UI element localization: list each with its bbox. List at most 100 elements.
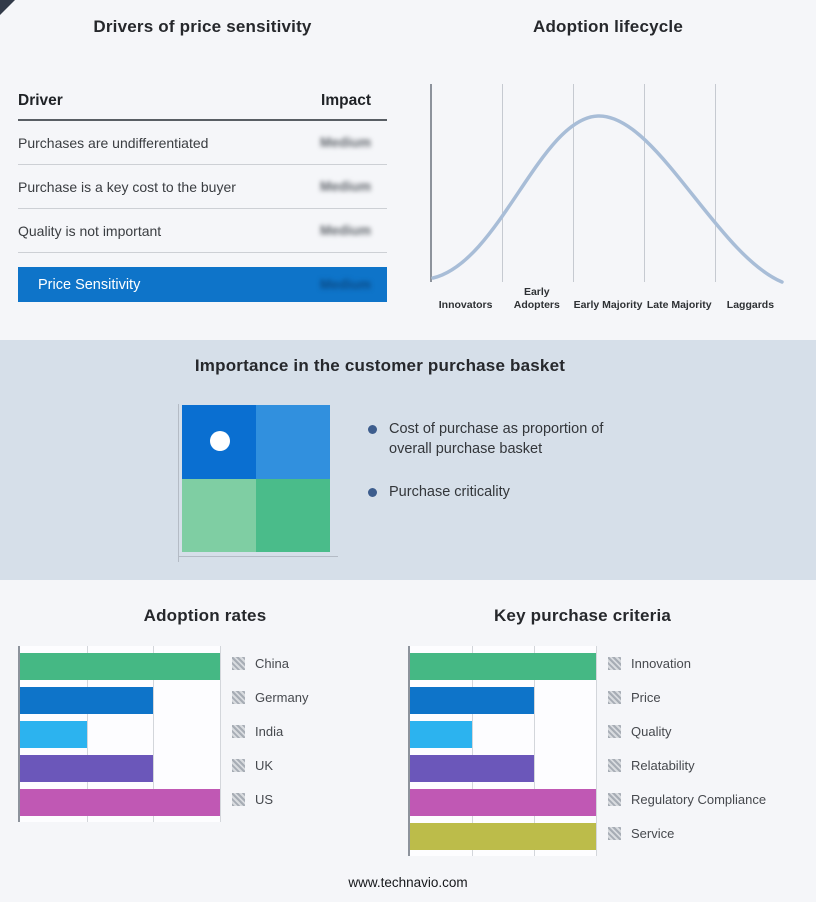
basket-bullet-list: Cost of purchase as proportion of overal… <box>368 420 648 527</box>
drivers-table-rows: Purchases are undifferentiated Medium Purc… <box>18 121 387 253</box>
bar-row <box>410 819 596 853</box>
gridline <box>220 646 221 822</box>
legend-label: Quality <box>631 723 672 739</box>
driver-name: Purchases are undifferentiated <box>18 134 209 151</box>
stage-label: Early Adopters <box>513 286 560 311</box>
legend-swatch <box>608 758 621 772</box>
legend-item: UK <box>232 748 308 782</box>
stage-label: Innovators <box>438 298 493 311</box>
bar-price <box>410 686 534 714</box>
driver-row: Purchases are undifferentiated Medium <box>18 121 387 165</box>
bar-service <box>410 822 596 850</box>
legend-item: India <box>232 714 308 748</box>
gridline <box>472 646 473 856</box>
footer-url: www.technavio.com <box>348 875 468 890</box>
driver-column-header: Driver <box>18 92 63 109</box>
bar-regulatory-compliance <box>410 788 596 816</box>
bar-uk <box>20 754 154 782</box>
basket-band <box>0 340 816 580</box>
lifecycle-gridline-column <box>573 84 644 282</box>
quadrant-y-axis <box>178 404 179 562</box>
legend-label: Relatability <box>631 757 695 773</box>
bar-us <box>20 788 220 816</box>
bar-row <box>20 785 220 819</box>
impact-value-redacted: Medium <box>319 135 371 150</box>
purchase-criteria-title: Key purchase criteria <box>493 606 672 625</box>
legend-swatch <box>232 656 245 670</box>
impact-value-redacted: Medium <box>319 179 371 194</box>
gridline <box>596 646 597 856</box>
gridline <box>86 646 88 822</box>
stage-label: Early Majority <box>573 298 643 311</box>
bar-row <box>410 683 596 717</box>
legend-item: US <box>232 782 308 816</box>
bar-row <box>20 717 220 751</box>
legend-swatch <box>608 724 621 738</box>
drivers-table: Driver Impact Purchases are undifferenti… <box>18 88 387 302</box>
bullet-icon <box>368 488 377 498</box>
legend-item: Relatability <box>608 748 766 782</box>
price-sensitivity-label: Price Sensitivity <box>38 276 141 293</box>
legend-item: Innovation <box>608 646 766 680</box>
bar-relatability <box>410 754 534 782</box>
legend-label: US <box>255 791 274 807</box>
driver-row: Quality is not important Medium <box>18 209 387 253</box>
bullet-icon <box>368 425 377 434</box>
legend-label: Regulatory Compliance <box>631 791 767 807</box>
gridline <box>534 646 535 856</box>
legend-label: Service <box>631 825 675 841</box>
bar-row <box>20 649 220 683</box>
legend-swatch <box>232 690 245 704</box>
bar-row <box>410 717 596 751</box>
bar-india <box>20 720 87 748</box>
legend-label: China <box>255 655 289 671</box>
legend-swatch <box>232 724 245 738</box>
legend-swatch <box>608 826 621 840</box>
purchase-basket-quadrant <box>182 405 330 552</box>
lifecycle-stage-labels: Innovators Early Adopters Early Majority La… <box>430 284 786 311</box>
bar-row <box>410 785 596 819</box>
bar-innovation <box>410 652 596 680</box>
driver-name: Purchase is a key cost to the buyer <box>18 178 236 195</box>
gridline <box>153 646 155 822</box>
bullet-text: Purchase criticality <box>389 484 510 501</box>
purchase-criteria-plot <box>408 646 597 856</box>
corner-fold-decoration <box>0 0 15 15</box>
quadrant-bottom-right <box>256 478 330 552</box>
basket-panel-title: Importance in the customer purchase bask… <box>194 356 566 375</box>
legend-label: India <box>255 723 284 739</box>
lifecycle-gridline-column <box>502 84 573 282</box>
adoption-rates-plot <box>18 646 221 822</box>
legend-swatch <box>608 690 621 704</box>
legend-label: Price <box>631 689 661 705</box>
legend-swatch <box>608 792 621 806</box>
quadrant-bottom-left <box>182 478 256 552</box>
price-sensitivity-impact-redacted: Medium <box>319 277 371 292</box>
lifecycle-plot-area <box>430 84 786 284</box>
bar-china <box>20 652 220 680</box>
bell-curve-path <box>431 114 784 284</box>
adoption-rates-legend: China Germany India UK US <box>232 646 308 816</box>
lifecycle-gridline-column <box>715 84 786 282</box>
driver-row: Purchase is a key cost to the buyer Mediu… <box>18 165 387 209</box>
impact-value-redacted: Medium <box>319 223 371 238</box>
bar-row <box>410 649 596 683</box>
bullet-item: Purchase criticality <box>368 483 648 503</box>
legend-label: UK <box>255 757 274 773</box>
lifecycle-panel-title: Adoption lifecycle <box>532 17 683 36</box>
legend-label: Germany <box>255 689 309 705</box>
purchase-criteria-legend: Innovation Price Quality Relatability Regula… <box>608 646 766 850</box>
bar-quality <box>410 720 472 748</box>
price-sensitivity-row: Price Sensitivity Medium <box>18 267 387 302</box>
driver-name: Quality is not important <box>18 222 162 239</box>
legend-item: Service <box>608 816 766 850</box>
stage-label: Laggards <box>726 298 775 311</box>
bullet-text: Cost of purchase as proportion of overal… <box>389 421 604 457</box>
drivers-panel-title: Drivers of price sensitivity <box>93 17 312 36</box>
impact-column-header: Impact <box>321 92 371 109</box>
stage-label: Late Majority <box>646 298 712 311</box>
legend-item: Germany <box>232 680 308 714</box>
legend-swatch <box>608 656 621 670</box>
drivers-table-header: Driver Impact <box>18 88 387 121</box>
